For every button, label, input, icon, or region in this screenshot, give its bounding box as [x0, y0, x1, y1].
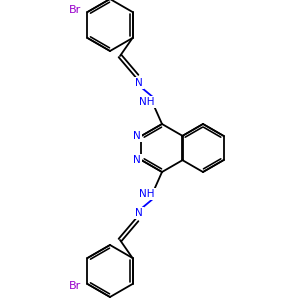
- Text: N: N: [133, 131, 141, 141]
- Text: NH: NH: [139, 97, 155, 107]
- Text: NH: NH: [139, 189, 155, 199]
- Text: N: N: [135, 208, 143, 218]
- Text: Br: Br: [69, 5, 82, 15]
- Text: N: N: [133, 155, 141, 165]
- Text: Br: Br: [69, 281, 82, 291]
- Text: N: N: [135, 78, 143, 88]
